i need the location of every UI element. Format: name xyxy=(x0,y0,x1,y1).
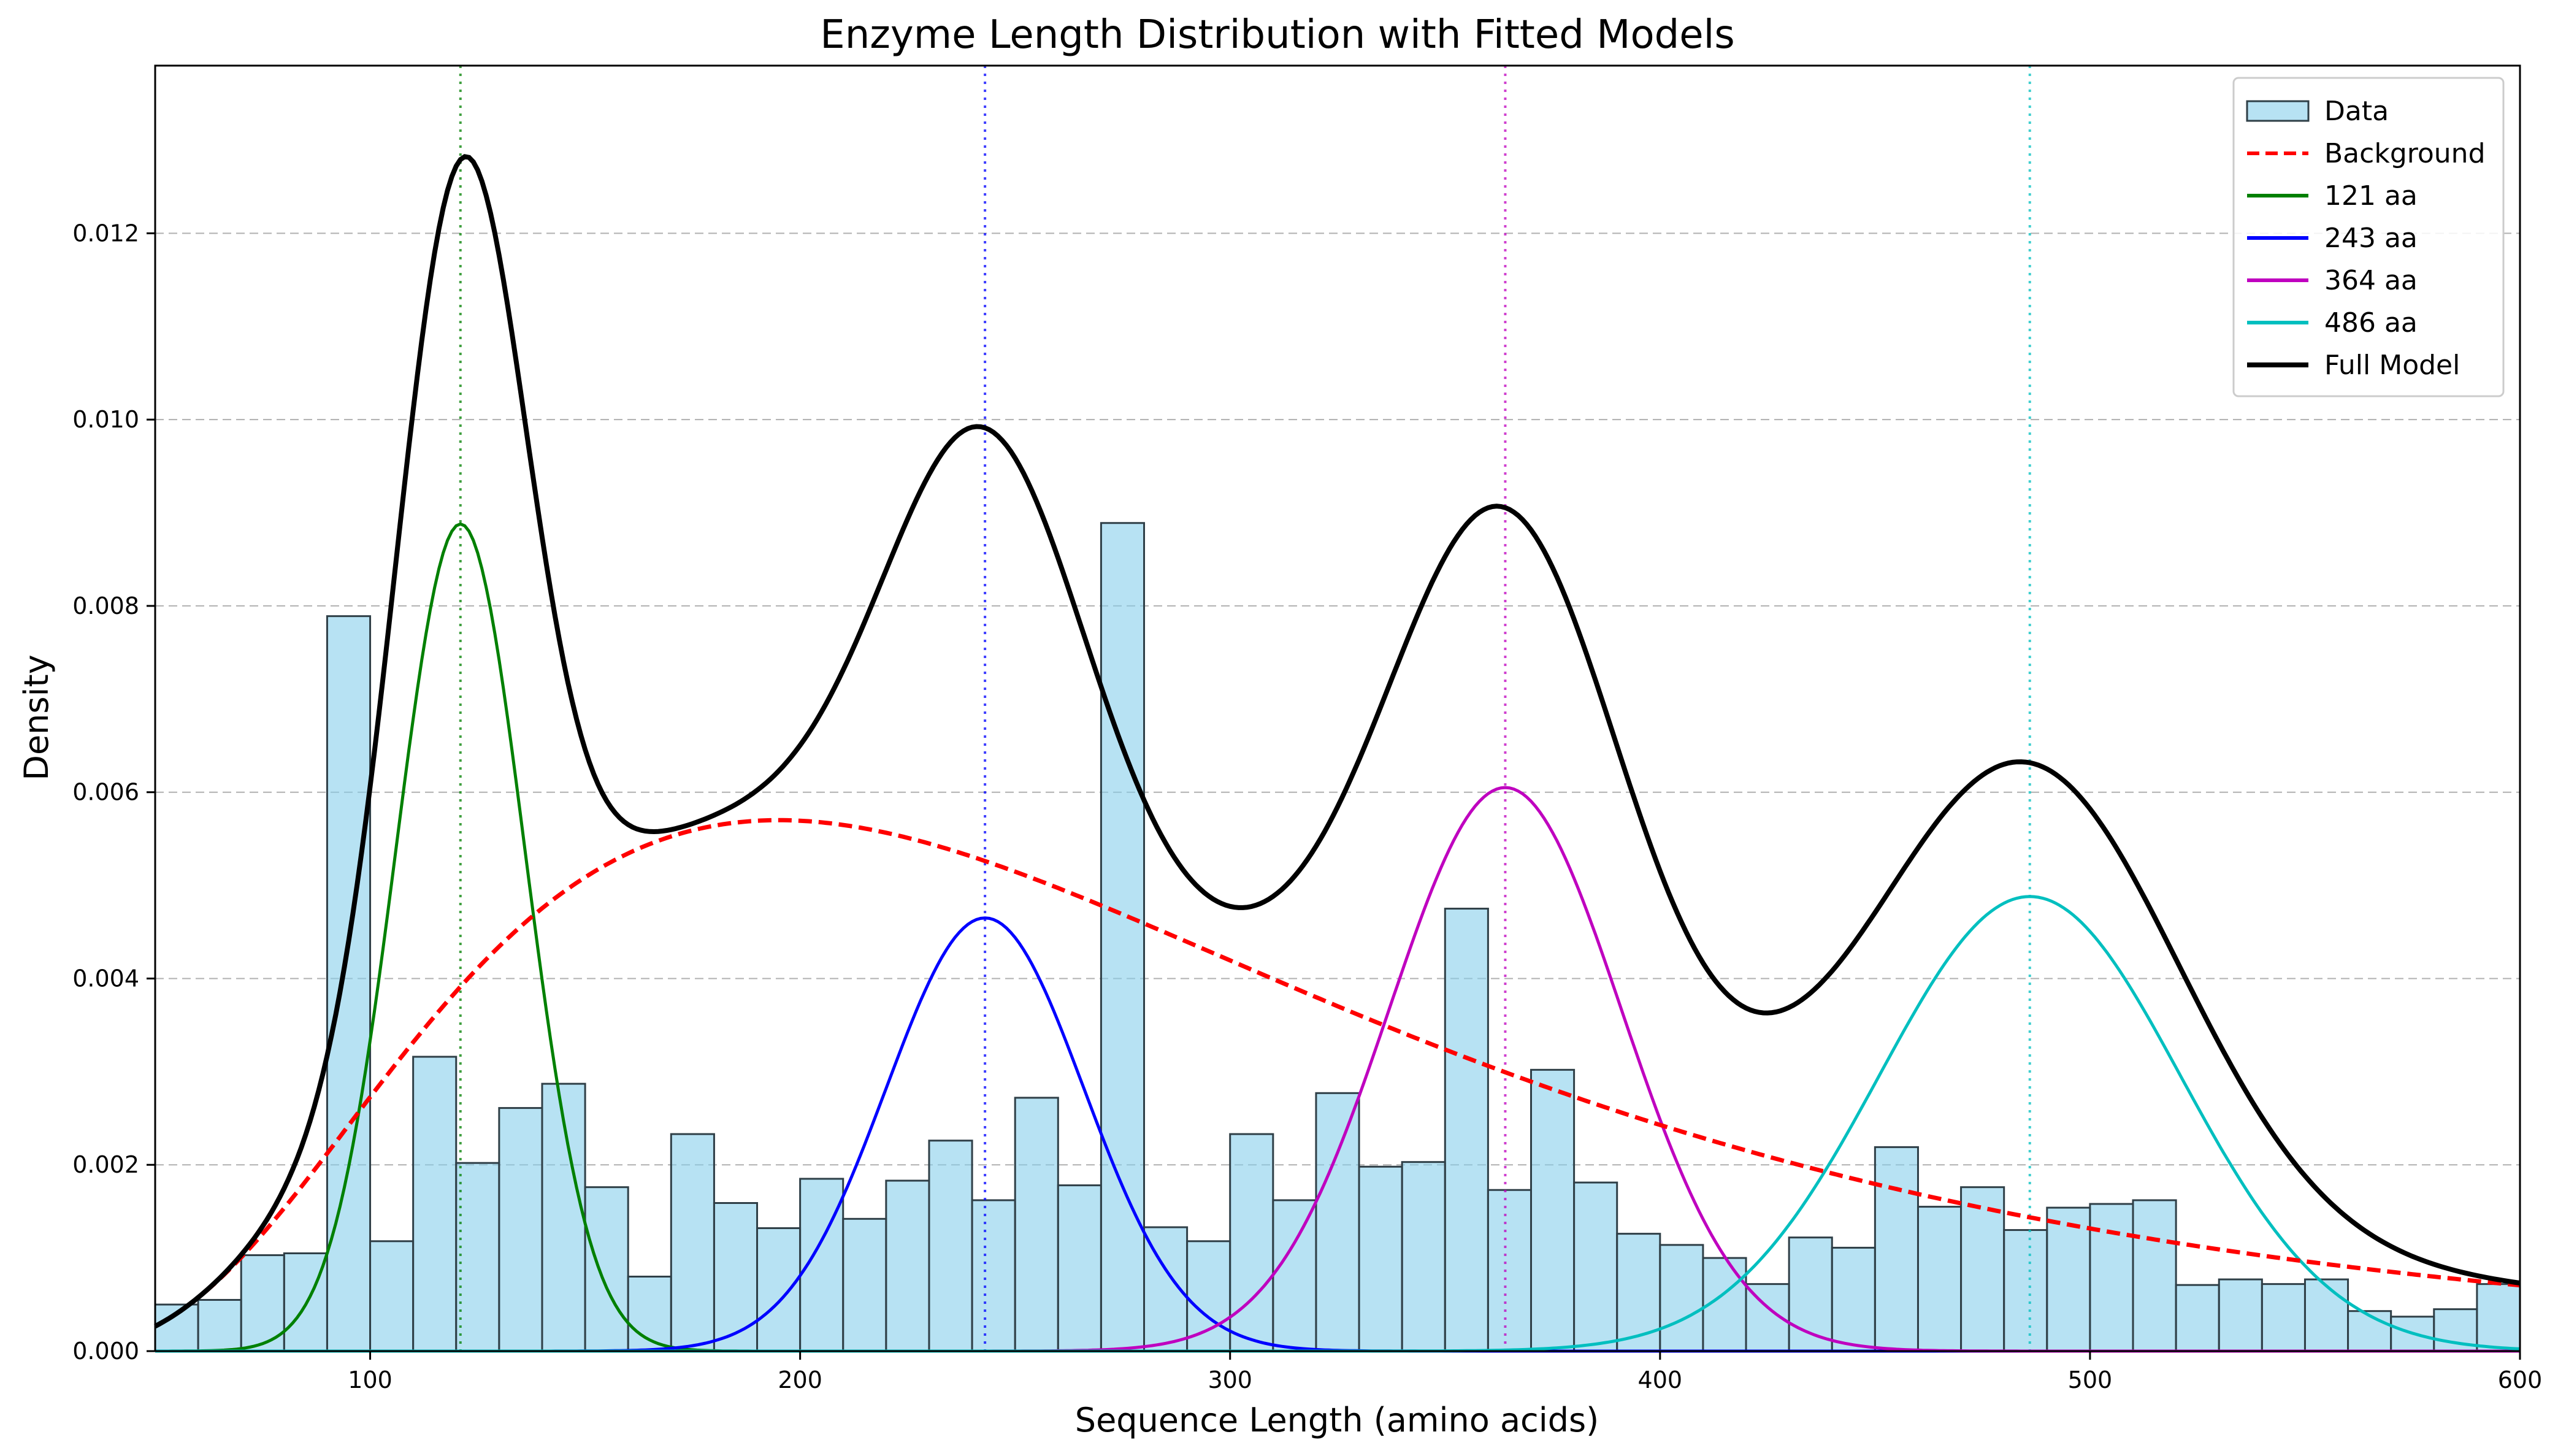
histogram-bar xyxy=(2476,1283,2521,1352)
x-tick-label: 100 xyxy=(348,1366,393,1393)
histogram-bar xyxy=(670,1133,715,1352)
y-tick-label: 0.010 xyxy=(72,406,139,433)
histogram-bar xyxy=(455,1162,500,1352)
x-tick-label: 300 xyxy=(1208,1366,1252,1393)
y-tick-label: 0.002 xyxy=(72,1151,139,1178)
legend: Data Background 121 aa 243 aa 364 aa 486 aa Fu… xyxy=(2232,77,2505,397)
y-tick-label: 0.004 xyxy=(72,965,139,992)
histogram-bar xyxy=(498,1107,543,1352)
x-tick-label: 400 xyxy=(1638,1366,1683,1393)
legend-label: Data xyxy=(2324,96,2389,127)
histogram-bar xyxy=(2046,1206,2091,1352)
histogram-bar xyxy=(1014,1097,1059,1352)
histogram-bar xyxy=(369,1240,415,1352)
chart-title: Enzyme Length Distribution with Fitted M… xyxy=(820,12,1734,58)
histogram-bar xyxy=(1401,1161,1446,1352)
background-curve xyxy=(154,818,2521,1328)
histogram-bar xyxy=(1616,1233,1661,1352)
y-tick-label: 0.000 xyxy=(72,1338,139,1365)
histogram-bar xyxy=(1358,1165,1403,1352)
histogram-bar xyxy=(713,1202,759,1352)
gridlines xyxy=(155,232,2520,1166)
x-tick-label: 500 xyxy=(2068,1366,2113,1393)
plot-frame xyxy=(154,64,2521,1352)
histogram-bar xyxy=(2089,1203,2134,1352)
histogram-bar xyxy=(2303,1278,2349,1352)
histogram-bar xyxy=(971,1199,1016,1352)
histogram-bar xyxy=(1057,1184,1102,1352)
histogram-bar xyxy=(885,1179,930,1352)
legend-label: 243 aa xyxy=(2324,223,2418,254)
legend-label: 486 aa xyxy=(2324,307,2418,339)
histogram-bar xyxy=(2261,1283,2306,1352)
histogram-bar xyxy=(1487,1189,1532,1352)
legend-label: 364 aa xyxy=(2324,265,2418,296)
x-axis-title: Sequence Length (amino acids) xyxy=(1075,1401,1599,1439)
legend-label: 121 aa xyxy=(2324,180,2418,212)
histogram-bar xyxy=(928,1140,973,1352)
legend-label: Full Model xyxy=(2324,350,2460,381)
histogram-bar xyxy=(756,1227,802,1352)
histogram-bars xyxy=(154,522,2521,1352)
histogram-bar xyxy=(1315,1092,1360,1352)
histogram-bar xyxy=(1530,1068,1576,1352)
y-tick-label: 0.008 xyxy=(72,592,139,619)
x-tick-label: 200 xyxy=(778,1366,822,1393)
histogram-bar xyxy=(1917,1206,1963,1352)
y-axis-title: Density xyxy=(17,654,56,780)
histogram-bar xyxy=(2132,1199,2177,1352)
histogram-bar xyxy=(2347,1310,2392,1352)
histogram-bar xyxy=(1874,1146,1919,1352)
histogram-bar xyxy=(2003,1229,2048,1352)
y-axis: 0.000 0.002 0.004 0.006 0.008 0.010 0.012 xyxy=(72,220,155,1365)
histogram-bar xyxy=(1960,1186,2005,1352)
histogram-bar xyxy=(1444,908,1489,1352)
histogram-bar xyxy=(1100,522,1146,1352)
histogram-bar xyxy=(197,1298,242,1352)
histogram-bar xyxy=(326,615,372,1352)
x-axis: 100 200 300 400 500 600 xyxy=(348,1351,2542,1393)
x-tick-label: 600 xyxy=(2498,1366,2543,1393)
full-model-curve xyxy=(154,154,2521,1329)
histogram-bar xyxy=(1831,1246,1876,1352)
y-tick-label: 0.012 xyxy=(72,220,139,247)
histogram-bar xyxy=(1573,1181,1618,1352)
histogram-bar xyxy=(1229,1133,1274,1352)
histogram-bar xyxy=(584,1186,629,1352)
histogram-bar xyxy=(1659,1244,1704,1352)
y-tick-label: 0.006 xyxy=(72,779,139,806)
histogram-bar xyxy=(2218,1278,2263,1352)
histogram-bar xyxy=(842,1217,887,1352)
histogram-bar xyxy=(1272,1199,1317,1352)
histogram-bar xyxy=(412,1056,458,1352)
legend-box xyxy=(2232,77,2505,397)
legend-label: Background xyxy=(2324,138,2486,169)
legend-swatch xyxy=(2246,100,2310,122)
histogram-bar xyxy=(2175,1284,2220,1352)
